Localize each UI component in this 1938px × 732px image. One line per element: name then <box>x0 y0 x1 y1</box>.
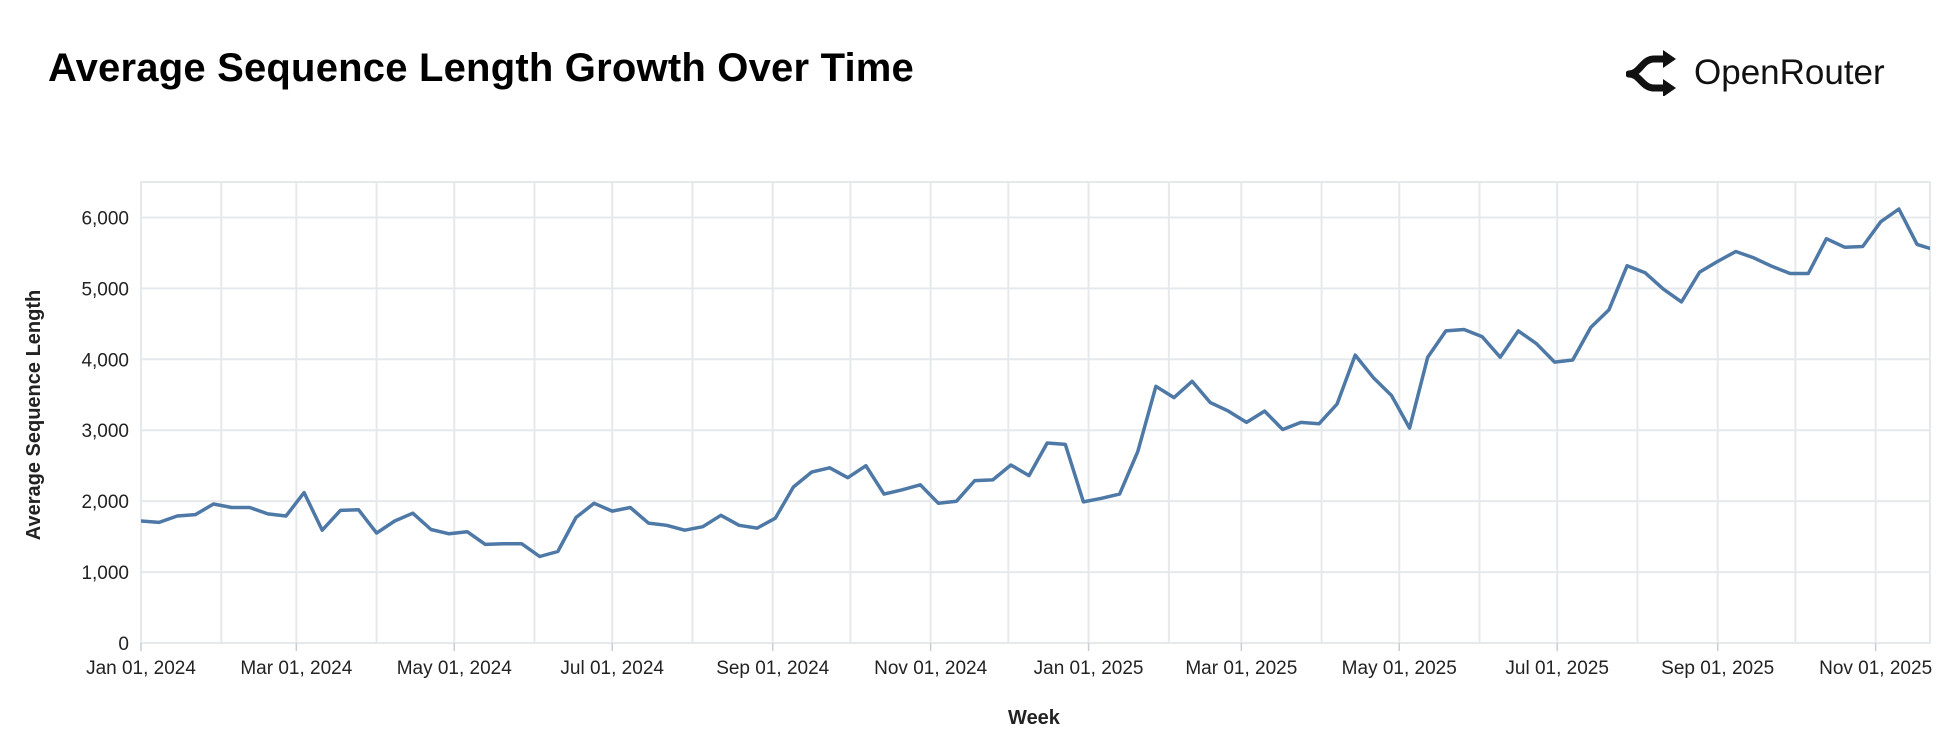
x-tick-label: May 01, 2025 <box>1342 658 1457 679</box>
y-tick-label: 5,000 <box>81 279 129 300</box>
x-axis-ticks: Jan 01, 2024 Mar 01, 2024 May 01, 2024 Jul … <box>86 643 1932 679</box>
y-axis-label: Average Sequence Length <box>23 290 45 540</box>
x-tick-label: May 01, 2024 <box>397 658 513 679</box>
vertical-gridlines <box>140 181 1931 644</box>
x-tick-label: Mar 01, 2024 <box>240 658 352 679</box>
x-tick-label: Mar 01, 2025 <box>1185 658 1297 679</box>
x-tick-label: Sep 01, 2025 <box>1661 658 1774 679</box>
y-tick-label: 6,000 <box>81 208 129 229</box>
x-axis-label: Week <box>1008 707 1061 729</box>
x-tick-label: Jul 01, 2025 <box>1505 658 1609 679</box>
x-tick-label: Jan 01, 2025 <box>1034 658 1144 679</box>
y-tick-label: 4,000 <box>81 350 129 371</box>
x-tick-label: Jan 01, 2024 <box>86 658 196 679</box>
openrouter-logo-icon <box>1626 50 1676 96</box>
y-axis-ticks: 0 1,000 2,000 3,000 4,000 5,000 6,000 <box>81 208 129 655</box>
x-tick-label: Sep 01, 2024 <box>716 658 829 679</box>
x-tick-label: Jul 01, 2024 <box>560 658 664 679</box>
y-tick-label: 1,000 <box>81 563 129 584</box>
x-tick-label: Nov 01, 2024 <box>874 658 987 679</box>
brand[interactable]: OpenRouter <box>1626 50 1885 96</box>
horizontal-gridlines <box>141 216 1930 574</box>
plot-frame <box>140 181 1931 644</box>
chart-title: Average Sequence Length Growth Over Time <box>48 46 915 90</box>
series-group <box>141 207 1930 559</box>
x-tick-label: Nov 01, 2025 <box>1819 658 1932 679</box>
y-tick-label: 0 <box>118 634 129 655</box>
brand-name: OpenRouter <box>1694 53 1885 92</box>
y-tick-label: 3,000 <box>81 421 129 442</box>
series-line <box>141 207 1930 559</box>
y-tick-label: 2,000 <box>81 492 129 513</box>
